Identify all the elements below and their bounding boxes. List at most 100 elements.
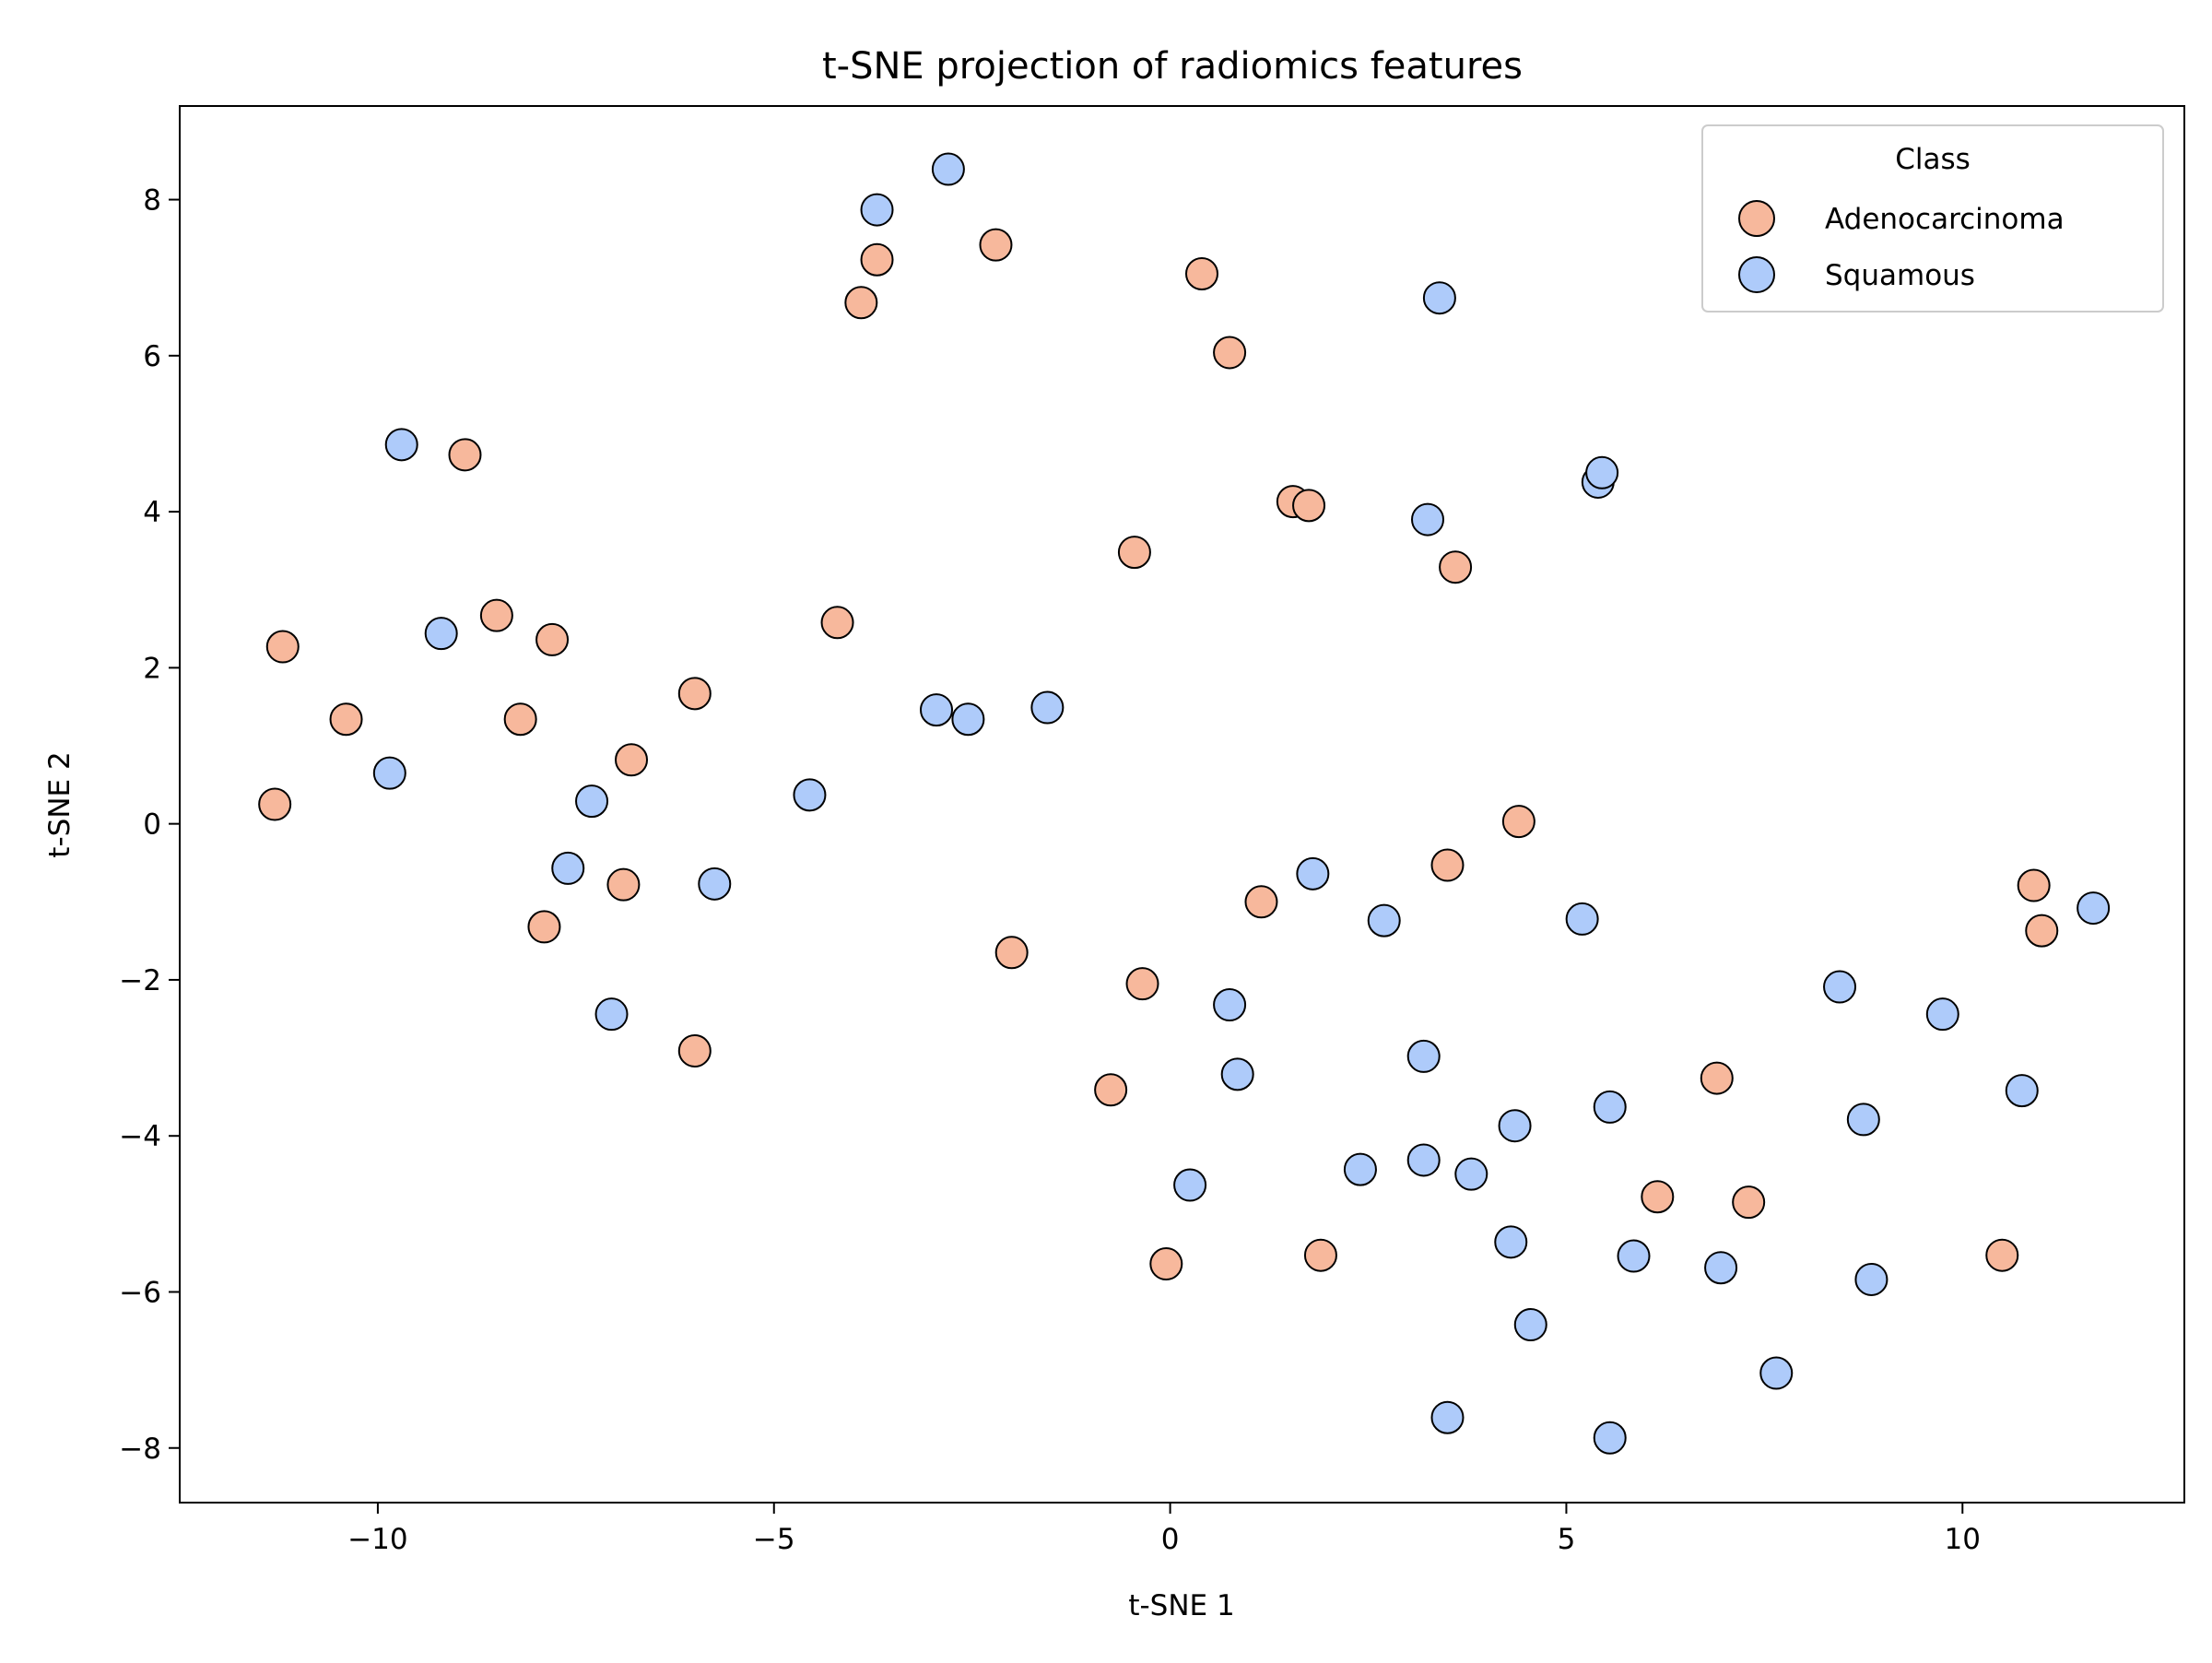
data-point-squamous bbox=[384, 428, 418, 462]
data-point-adenocarcinoma bbox=[479, 598, 513, 632]
data-point-squamous bbox=[372, 756, 406, 790]
y-tick-label: −2 bbox=[119, 964, 161, 997]
data-point-adenocarcinoma bbox=[1125, 967, 1159, 1001]
x-tick-label: 0 bbox=[1161, 1523, 1180, 1556]
data-point-squamous bbox=[1406, 1039, 1441, 1073]
data-point-squamous bbox=[1220, 1057, 1254, 1091]
data-point-squamous bbox=[1343, 1152, 1377, 1186]
data-point-squamous bbox=[1759, 1356, 1794, 1390]
data-point-adenocarcinoma bbox=[1501, 805, 1535, 839]
axis-ticks: −10 −5 0 5 10 −8 −6 −4 −2 0 2 4 6 8 bbox=[119, 184, 1981, 1556]
x-tick-label: 10 bbox=[1945, 1523, 1981, 1556]
data-point-squamous bbox=[1367, 903, 1401, 938]
data-point-adenocarcinoma bbox=[677, 1033, 712, 1067]
data-point-squamous bbox=[575, 784, 609, 819]
data-point-adenocarcinoma bbox=[1094, 1073, 1128, 1107]
data-point-adenocarcinoma bbox=[1641, 1180, 1675, 1214]
chart-title: t-SNE projection of radiomics features bbox=[822, 45, 1523, 88]
data-point-adenocarcinoma bbox=[1303, 1238, 1337, 1272]
data-point-squamous bbox=[1513, 1308, 1547, 1342]
data-point-squamous bbox=[919, 693, 953, 727]
data-point-adenocarcinoma bbox=[527, 910, 561, 944]
data-point-adenocarcinoma bbox=[615, 743, 649, 777]
data-point-adenocarcinoma bbox=[677, 677, 712, 711]
data-point-adenocarcinoma bbox=[1430, 848, 1465, 882]
legend-label-adenocarcinoma: Adenocarcinoma bbox=[1825, 203, 2065, 236]
data-point-adenocarcinoma bbox=[535, 622, 570, 656]
data-point-squamous bbox=[594, 997, 629, 1032]
data-point-adenocarcinoma bbox=[258, 787, 292, 821]
y-tick-label: 8 bbox=[143, 184, 161, 218]
data-point-squamous bbox=[793, 778, 827, 812]
data-point-adenocarcinoma bbox=[1732, 1185, 1766, 1220]
data-point-squamous bbox=[1593, 1421, 1627, 1455]
data-point-squamous bbox=[860, 193, 894, 227]
data-point-squamous bbox=[1173, 1168, 1207, 1202]
y-tick-label: 0 bbox=[143, 808, 161, 842]
data-point-adenocarcinoma bbox=[1292, 489, 1326, 523]
data-point-squamous bbox=[2077, 891, 2111, 926]
data-point-squamous bbox=[1617, 1239, 1651, 1273]
data-point-squamous bbox=[1406, 1143, 1441, 1177]
legend-title: Class bbox=[1895, 143, 1971, 176]
y-tick-label: 4 bbox=[143, 496, 161, 529]
data-point-adenocarcinoma bbox=[503, 702, 537, 737]
data-point-adenocarcinoma bbox=[1117, 536, 1151, 570]
data-point-squamous bbox=[1585, 455, 1619, 489]
plot-frame bbox=[179, 105, 2185, 1504]
data-point-squamous bbox=[1565, 902, 1599, 936]
y-tick-label: −8 bbox=[119, 1433, 161, 1466]
data-point-squamous bbox=[1422, 281, 1456, 315]
data-point-squamous bbox=[1454, 1157, 1488, 1191]
legend: Class Adenocarcinoma Squamous bbox=[1701, 124, 2164, 313]
data-point-squamous bbox=[2005, 1074, 2039, 1108]
data-point-adenocarcinoma bbox=[1213, 336, 1247, 370]
data-point-squamous bbox=[1498, 1109, 1532, 1143]
data-point-adenocarcinoma bbox=[979, 228, 1013, 262]
data-point-squamous bbox=[1296, 856, 1330, 890]
data-point-squamous bbox=[1213, 988, 1247, 1022]
legend-label-squamous: Squamous bbox=[1825, 259, 1975, 292]
data-point-adenocarcinoma bbox=[1244, 885, 1278, 919]
data-point-squamous bbox=[1430, 1400, 1465, 1434]
data-point-squamous bbox=[1854, 1262, 1888, 1296]
plot-area bbox=[180, 106, 2184, 1503]
y-axis-label: t-SNE 2 bbox=[43, 751, 76, 857]
data-point-adenocarcinoma bbox=[606, 867, 641, 902]
data-point-adenocarcinoma bbox=[1439, 550, 1473, 584]
x-axis-label: t-SNE 1 bbox=[1128, 1589, 1234, 1622]
data-point-squamous bbox=[1846, 1103, 1880, 1137]
data-point-adenocarcinoma bbox=[844, 286, 878, 320]
data-point-adenocarcinoma bbox=[265, 630, 300, 664]
data-point-squamous bbox=[931, 152, 965, 186]
y-tick-label: 6 bbox=[143, 340, 161, 373]
data-point-squamous bbox=[1411, 502, 1445, 537]
data-point-squamous bbox=[1823, 970, 1857, 1004]
y-tick-label: −6 bbox=[119, 1276, 161, 1309]
data-point-squamous bbox=[1494, 1225, 1528, 1259]
data-point-squamous bbox=[951, 702, 985, 737]
data-point-adenocarcinoma bbox=[448, 438, 482, 472]
data-point-adenocarcinoma bbox=[1184, 256, 1218, 290]
data-point-adenocarcinoma bbox=[2017, 868, 2051, 902]
x-tick-label: −10 bbox=[347, 1523, 407, 1556]
data-point-adenocarcinoma bbox=[994, 936, 1029, 970]
data-point-adenocarcinoma bbox=[860, 242, 894, 277]
data-point-adenocarcinoma bbox=[820, 606, 854, 640]
legend-box bbox=[1701, 124, 2164, 313]
data-point-squamous bbox=[1593, 1090, 1627, 1124]
data-point-squamous bbox=[1030, 690, 1065, 725]
legend-marker-squamous bbox=[1738, 256, 1775, 293]
data-point-squamous bbox=[1704, 1251, 1738, 1285]
data-point-squamous bbox=[1925, 997, 1959, 1032]
data-point-adenocarcinoma bbox=[1149, 1247, 1183, 1281]
data-point-adenocarcinoma bbox=[2025, 914, 2059, 948]
data-point-adenocarcinoma bbox=[329, 702, 363, 737]
data-point-squamous bbox=[551, 851, 585, 885]
data-point-adenocarcinoma bbox=[1700, 1061, 1734, 1095]
x-tick-label: 5 bbox=[1558, 1523, 1576, 1556]
y-tick-label: 2 bbox=[143, 652, 161, 685]
x-tick-label: −5 bbox=[753, 1523, 795, 1556]
